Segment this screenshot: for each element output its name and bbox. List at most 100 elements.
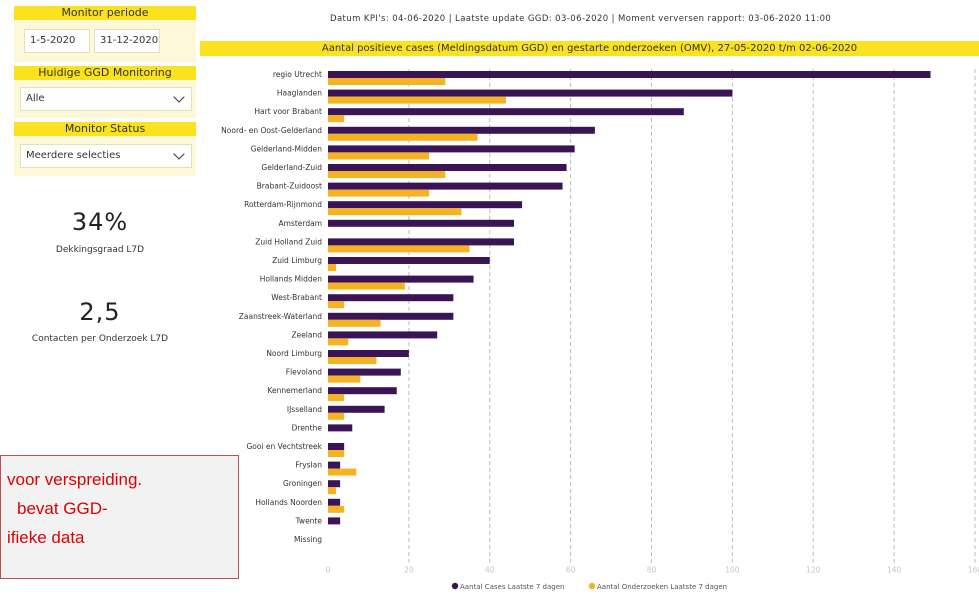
- monitor-status-header: Monitor Status: [14, 122, 196, 136]
- category-label: Zuid Holland Zuid: [255, 237, 322, 246]
- callout-line-1: voor verspreiding.: [7, 470, 143, 489]
- category-label: Gooi en Vechtstreek: [246, 442, 322, 451]
- bar-cases: [328, 126, 595, 134]
- bar-onderzoeken: [328, 505, 345, 513]
- callout-line-3: ifieke data: [7, 528, 85, 547]
- bar-cases: [328, 294, 454, 302]
- category-label: Noord Limburg: [266, 349, 322, 358]
- category-label: Noord- en Oost-Gelderland: [221, 126, 322, 135]
- bar-cases: [328, 238, 515, 246]
- category-label: IJsselland: [287, 405, 322, 414]
- bar-cases: [328, 71, 931, 78]
- category-label: Gelderland-Midden: [251, 144, 323, 153]
- category-label: Gelderland-Zuid: [261, 163, 322, 172]
- bar-cases: [328, 461, 341, 469]
- category-label: Kennemerland: [268, 386, 323, 395]
- bar-onderzoeken: [328, 78, 446, 85]
- ggd-monitoring-dropdown[interactable]: Alle: [20, 87, 192, 111]
- bar-onderzoeken: [328, 412, 345, 420]
- bar-onderzoeken: [328, 319, 381, 327]
- bar-onderzoeken: [328, 208, 462, 216]
- legend-label-onderzoeken: Aantal Onderzoeken Laatste 7 dagen: [597, 583, 727, 591]
- category-label: Drenthe: [292, 423, 323, 432]
- bar-onderzoeken: [328, 96, 506, 104]
- category-label: West-Brabant: [271, 293, 322, 302]
- bar-onderzoeken: [328, 338, 349, 346]
- category-label: Zaanstreek-Waterland: [239, 312, 322, 321]
- category-label: Groningen: [283, 479, 322, 488]
- bar-cases: [328, 164, 567, 171]
- legend-marker-cases: [451, 582, 459, 590]
- bar-cases: [328, 368, 401, 376]
- kpi-contacten-label: Contacten per Onderzoek L7D: [31, 334, 169, 344]
- x-tick-label: 40: [485, 566, 495, 575]
- bar-onderzoeken: [328, 468, 357, 476]
- monitor-status-dropdown[interactable]: Meerdere selecties: [20, 144, 192, 168]
- bar-cases: [328, 405, 385, 413]
- bar-cases: [328, 257, 490, 264]
- chart-title: Aantal positieve cases (Meldingsdatum GG…: [200, 41, 979, 56]
- bar-cases: [328, 201, 523, 209]
- bar-onderzoeken: [328, 133, 478, 141]
- callout-line-2: bevat GGD-: [17, 499, 108, 518]
- ggd-monitoring-value: Alle: [26, 93, 45, 104]
- bar-onderzoeken: [328, 189, 430, 197]
- x-tick-label: 120: [806, 566, 821, 575]
- bar-cases: [328, 331, 438, 339]
- x-tick-label: 20: [404, 566, 414, 575]
- category-label: Haaglanden: [277, 89, 322, 98]
- category-label: Hollands Noorden: [255, 498, 322, 507]
- bar-onderzoeken: [328, 450, 345, 457]
- end-date-input[interactable]: 31-12-2020: [94, 29, 160, 53]
- x-tick-label: 160: [968, 566, 979, 575]
- bar-cases: [328, 312, 454, 320]
- x-tick-label: 60: [566, 566, 576, 575]
- category-label: Amsterdam: [278, 219, 322, 228]
- bar-onderzoeken: [328, 357, 377, 364]
- category-label: Twente: [295, 516, 323, 525]
- category-label: Zeeland: [291, 330, 322, 339]
- category-label: Hollands Midden: [260, 275, 322, 284]
- bar-onderzoeken: [328, 487, 337, 495]
- bar-onderzoeken: [328, 171, 446, 178]
- bar-cases: [328, 498, 341, 506]
- start-date-input[interactable]: 1-5-2020: [24, 29, 90, 53]
- bar-onderzoeken: [328, 375, 361, 383]
- monitor-status-value: Meerdere selecties: [26, 150, 121, 161]
- category-label: Rotterdam-Rijnmond: [244, 200, 322, 209]
- category-label: Missing: [294, 535, 322, 544]
- ggd-monitoring-header: Huidige GGD Monitoring: [14, 66, 196, 80]
- legend-marker-onderzoeken: [588, 582, 596, 590]
- category-label: Hart voor Brabant: [254, 107, 322, 116]
- category-label: Flevoland: [286, 368, 322, 377]
- bar-cases: [328, 182, 563, 190]
- bar-cases: [328, 517, 341, 525]
- bar-onderzoeken: [328, 264, 337, 271]
- bar-onderzoeken: [328, 282, 405, 290]
- bar-cases: [328, 219, 515, 227]
- bar-cases: [328, 108, 684, 116]
- category-label: Brabant-Zuidoost: [257, 182, 322, 191]
- bar-onderzoeken: [328, 115, 345, 123]
- x-tick-label: 0: [326, 566, 331, 575]
- x-tick-label: 100: [725, 566, 740, 575]
- category-label: Fryslan: [295, 461, 322, 470]
- x-tick-label: 140: [887, 566, 902, 575]
- bar-cases: [328, 275, 474, 283]
- bar-cases: [328, 480, 341, 488]
- bar-onderzoeken: [328, 245, 470, 253]
- bar-onderzoeken: [328, 152, 430, 160]
- bar-cases: [328, 89, 733, 97]
- bar-cases: [328, 145, 575, 153]
- kpi-contacten-value: 2,5: [79, 298, 121, 326]
- bar-onderzoeken: [328, 394, 345, 402]
- bar-cases: [328, 424, 353, 432]
- monitor-periode-header: Monitor periode: [14, 6, 196, 20]
- x-tick-label: 80: [647, 566, 657, 575]
- kpi-dekkingsgraad-label: Dekkingsgraad L7D: [55, 245, 145, 255]
- disclaimer-callout: voor verspreiding. bevat GGD- ifieke dat…: [0, 455, 239, 579]
- bar-cases: [328, 443, 345, 450]
- kpi-dekkingsgraad-value: 34%: [71, 208, 129, 236]
- category-label: regio Utrecht: [273, 70, 322, 79]
